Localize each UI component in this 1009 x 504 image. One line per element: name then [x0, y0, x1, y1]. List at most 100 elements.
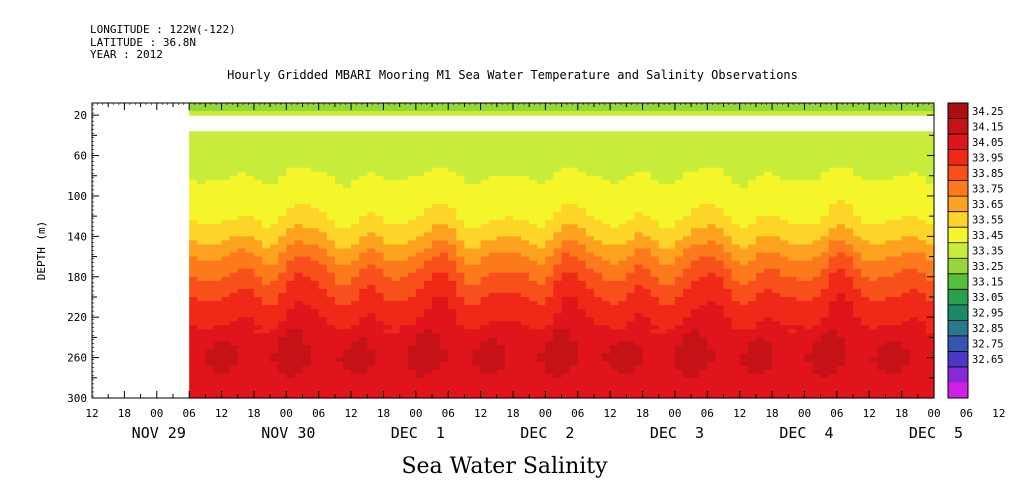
- heatmap-cell: [407, 131, 417, 136]
- heatmap-cell: [237, 373, 247, 379]
- heatmap-cell: [286, 248, 296, 254]
- heatmap-cell: [278, 353, 287, 359]
- heatmap-cell: [456, 313, 466, 318]
- heatmap-cell: [262, 240, 271, 246]
- heatmap-cell: [521, 313, 530, 318]
- heatmap-cell: [432, 292, 441, 298]
- heatmap-cell: [529, 244, 538, 250]
- metadata-block: LONGITUDE : 122W(-122) LATITUDE : 36.8N …: [90, 23, 236, 62]
- heatmap-cell: [399, 232, 409, 237]
- heatmap-cell: [367, 103, 376, 108]
- heatmap-cell: [359, 151, 368, 157]
- heatmap-cell: [715, 175, 725, 181]
- heatmap-cell: [521, 264, 530, 270]
- heatmap-cell: [513, 349, 522, 355]
- heatmap-cell: [423, 357, 433, 363]
- heatmap-cell: [189, 187, 198, 193]
- heatmap-cell: [262, 373, 271, 379]
- heatmap-cell: [666, 321, 676, 326]
- heatmap-cell: [715, 167, 725, 173]
- heatmap-cell: [415, 309, 425, 314]
- heatmap-cell: [763, 111, 773, 116]
- heatmap-cell: [683, 264, 692, 270]
- heatmap-cell: [472, 167, 482, 173]
- heatmap-cell: [286, 224, 296, 229]
- heatmap-cell: [423, 155, 433, 161]
- heatmap-cell: [691, 167, 700, 173]
- heatmap-cell: [658, 393, 668, 399]
- heatmap-cell: [189, 195, 198, 201]
- heatmap-cell: [577, 111, 587, 116]
- heatmap-cell: [367, 224, 376, 229]
- heatmap-cell: [674, 212, 684, 217]
- heatmap-cell: [432, 228, 441, 233]
- heatmap-cell: [618, 341, 627, 347]
- heatmap-cell: [423, 199, 433, 205]
- heatmap-cell: [666, 244, 676, 250]
- heatmap-cell: [253, 167, 263, 173]
- heatmap-cell: [448, 357, 457, 363]
- heatmap-cell: [391, 224, 401, 229]
- heatmap-cell: [440, 301, 449, 306]
- heatmap-cell: [334, 381, 344, 387]
- heatmap-cell: [407, 373, 417, 379]
- heatmap-cell: [237, 187, 247, 193]
- heatmap-cell: [440, 155, 449, 161]
- heatmap-cell: [545, 163, 555, 169]
- heatmap-cell: [205, 264, 215, 270]
- heatmap-cell: [723, 143, 733, 149]
- heatmap-cell: [278, 284, 287, 290]
- heatmap-cell: [504, 321, 514, 326]
- heatmap-cell: [739, 236, 749, 241]
- heatmap-cell: [496, 284, 506, 290]
- heatmap-cell: [407, 103, 417, 108]
- heatmap-cell: [351, 236, 360, 241]
- heatmap-cell: [610, 305, 619, 310]
- heatmap-cell: [658, 167, 668, 173]
- heatmap-cell: [213, 248, 223, 254]
- heatmap-cell: [359, 224, 368, 229]
- heatmap-cell: [423, 385, 433, 391]
- heatmap-cell: [618, 167, 627, 173]
- heatmap-cell: [715, 329, 725, 334]
- heatmap-cell: [383, 240, 393, 246]
- heatmap-cell: [456, 381, 466, 387]
- heatmap-cell: [739, 208, 749, 213]
- heatmap-cell: [423, 301, 433, 306]
- heatmap-cell: [521, 107, 530, 112]
- heatmap-cell: [302, 147, 312, 153]
- heatmap-cell: [739, 296, 749, 302]
- heatmap-cell: [634, 159, 644, 165]
- heatmap-cell: [553, 240, 563, 246]
- heatmap-cell: [189, 244, 198, 250]
- heatmap-cell: [456, 131, 466, 136]
- heatmap-cell: [731, 143, 741, 149]
- heatmap-cell: [658, 268, 668, 274]
- heatmap-cell: [585, 191, 595, 197]
- heatmap-cell: [407, 151, 417, 157]
- heatmap-cell: [496, 264, 506, 270]
- heatmap-cell: [529, 313, 538, 318]
- heatmap-cell: [731, 248, 741, 254]
- heatmap-cell: [432, 147, 441, 153]
- heatmap-cell: [302, 329, 312, 334]
- heatmap-cell: [529, 309, 538, 314]
- heatmap-cell: [318, 309, 328, 314]
- heatmap-cell: [634, 163, 644, 169]
- heatmap-cell: [577, 195, 587, 201]
- heatmap-cell: [691, 377, 700, 383]
- heatmap-cell: [763, 385, 773, 391]
- heatmap-cell: [513, 212, 522, 217]
- heatmap-cell: [755, 288, 765, 294]
- heatmap-cell: [375, 147, 385, 153]
- heatmap-cell: [432, 163, 441, 169]
- heatmap-cell: [715, 232, 725, 237]
- heatmap-cell: [553, 329, 563, 334]
- heatmap-cell: [666, 167, 676, 173]
- heatmap-cell: [496, 244, 506, 250]
- heatmap-cell: [610, 228, 619, 233]
- heatmap-cell: [286, 216, 296, 221]
- heatmap-cell: [642, 204, 652, 209]
- heatmap-cell: [383, 139, 393, 145]
- heatmap-cell: [650, 167, 660, 173]
